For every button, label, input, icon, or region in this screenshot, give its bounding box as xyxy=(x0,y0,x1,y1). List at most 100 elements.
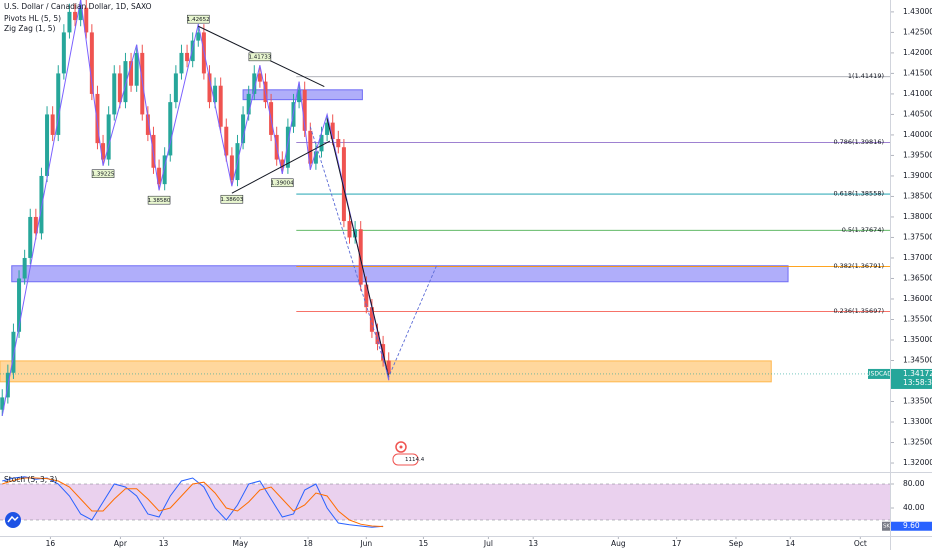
y-tick-label: 1.33000 xyxy=(903,417,932,426)
y-tick-label: 1.40000 xyxy=(903,130,932,139)
y-tick-label: 1.42500 xyxy=(903,27,932,36)
candle-body xyxy=(358,229,363,285)
main-pane: 1(1.41419) 0.786(1.39816) 0.618(1.38558) 0.… xyxy=(0,0,890,416)
candle-body xyxy=(336,139,341,148)
y-tick-label: 1.33500 xyxy=(903,397,932,406)
candle-body xyxy=(173,73,178,103)
candle-body xyxy=(369,307,374,332)
x-tick-label: 16 xyxy=(46,539,56,548)
candle-body xyxy=(224,126,229,156)
candle-body xyxy=(246,93,251,115)
symbol-tag-label: USDCAD xyxy=(866,370,892,377)
candle-body xyxy=(218,85,223,127)
candle-body xyxy=(145,114,150,135)
candle-body xyxy=(302,89,307,131)
event-icon[interactable] xyxy=(392,441,419,466)
candle-body xyxy=(39,175,44,234)
y-tick-label: 1.32500 xyxy=(903,438,932,447)
indicator-label: Pivots HL (5, 5) xyxy=(4,14,61,23)
y-tick-label: 1.39500 xyxy=(903,150,932,159)
price-tag xyxy=(891,368,932,389)
candle-body xyxy=(325,122,330,135)
candle-body xyxy=(386,360,391,375)
zone xyxy=(0,360,772,383)
candle-body xyxy=(101,143,106,160)
stoch-line xyxy=(2,476,384,528)
y-tick-label: 1.37000 xyxy=(903,253,932,262)
event-label: 1114.4 xyxy=(405,457,425,463)
fib-label: 0.786(1.39816) xyxy=(833,138,884,146)
stoch-name: SK xyxy=(883,524,890,530)
tv-logo[interactable] xyxy=(5,512,21,528)
candle-body xyxy=(67,11,72,33)
candle-body xyxy=(73,11,78,21)
candle-body xyxy=(56,73,61,135)
candle-body xyxy=(229,155,234,181)
candle-body xyxy=(252,73,257,94)
pivot-box xyxy=(91,169,115,178)
candle-body xyxy=(45,114,50,176)
price-tag-label: 1.34172 xyxy=(903,369,932,378)
candle-body xyxy=(308,130,313,164)
timer-label: 13:58:35 xyxy=(903,378,932,387)
candle-body xyxy=(330,122,335,140)
candle-body xyxy=(11,331,16,373)
axes: 1.43000 1.42500 1.42000 1.41500 1.41000 1.405… xyxy=(0,7,932,548)
y-tick-label: 1.41500 xyxy=(903,68,932,77)
symbol-tag xyxy=(868,368,890,379)
y-tick-label: 1.34500 xyxy=(903,355,932,364)
candle-body xyxy=(89,32,94,94)
stoch-tick-label: 40.00 xyxy=(903,503,925,512)
y-tick-label: 1.37500 xyxy=(903,232,932,241)
stoch-value-tag xyxy=(891,521,932,531)
candle-body xyxy=(207,73,212,103)
candle-body xyxy=(375,331,380,345)
y-tick-label: 1.40500 xyxy=(903,109,932,118)
x-tick-label: Oct xyxy=(854,539,867,548)
x-tick-label: Aug xyxy=(611,539,626,548)
y-tick-label: 1.32000 xyxy=(903,458,932,467)
candle-body xyxy=(17,278,22,332)
candle-body xyxy=(162,155,167,185)
stoch-pane xyxy=(0,476,890,528)
pivot-label: 1.39225 xyxy=(92,172,115,178)
y-tick-label: 1.36500 xyxy=(903,273,932,282)
pivot-box xyxy=(147,195,171,205)
y-tick-label: 1.38000 xyxy=(903,212,932,221)
candle-body xyxy=(129,61,134,86)
pivot-label: 1.38580 xyxy=(148,198,171,204)
candle-body xyxy=(123,61,128,103)
candle-body xyxy=(95,93,100,144)
zigzag xyxy=(1,0,390,416)
fib-label: 0.5(1.37674) xyxy=(842,226,884,234)
stoch-value: 9.60 xyxy=(903,521,920,530)
fib-label: 0.618(1.38558) xyxy=(833,190,884,198)
candle-body xyxy=(168,102,173,156)
stoch-band xyxy=(0,484,890,520)
candle-body xyxy=(196,32,201,41)
candle-body xyxy=(319,134,324,152)
legend: U.S. Dollar / Canadian Dollar, 1D, SAXO … xyxy=(4,2,152,484)
candle-body xyxy=(106,114,111,160)
candle-body xyxy=(22,257,27,279)
candle-body xyxy=(134,52,139,86)
pivot-label: 1.41733 xyxy=(249,55,272,61)
trendline xyxy=(326,118,390,378)
candle-body xyxy=(117,73,122,103)
pivot-box xyxy=(187,14,210,24)
x-tick-label: 13 xyxy=(159,539,169,548)
x-tick-label: Jun xyxy=(359,539,372,548)
y-tick-label: 1.43000 xyxy=(903,7,932,16)
x-tick-label: 13 xyxy=(528,539,538,548)
stoch-title: Stoch (5, 3, 3) xyxy=(4,475,57,484)
x-tick-label: 17 xyxy=(672,539,682,548)
x-tick-label: 18 xyxy=(303,539,313,548)
candle-body xyxy=(297,89,302,103)
candle-body xyxy=(364,284,369,308)
candle-body xyxy=(78,7,83,21)
symbol-title: U.S. Dollar / Canadian Dollar, 1D, SAXO xyxy=(4,2,152,11)
pivot-box xyxy=(220,194,244,204)
candle-body xyxy=(280,159,285,168)
candle-body xyxy=(313,151,318,164)
stoch-line xyxy=(2,477,384,528)
